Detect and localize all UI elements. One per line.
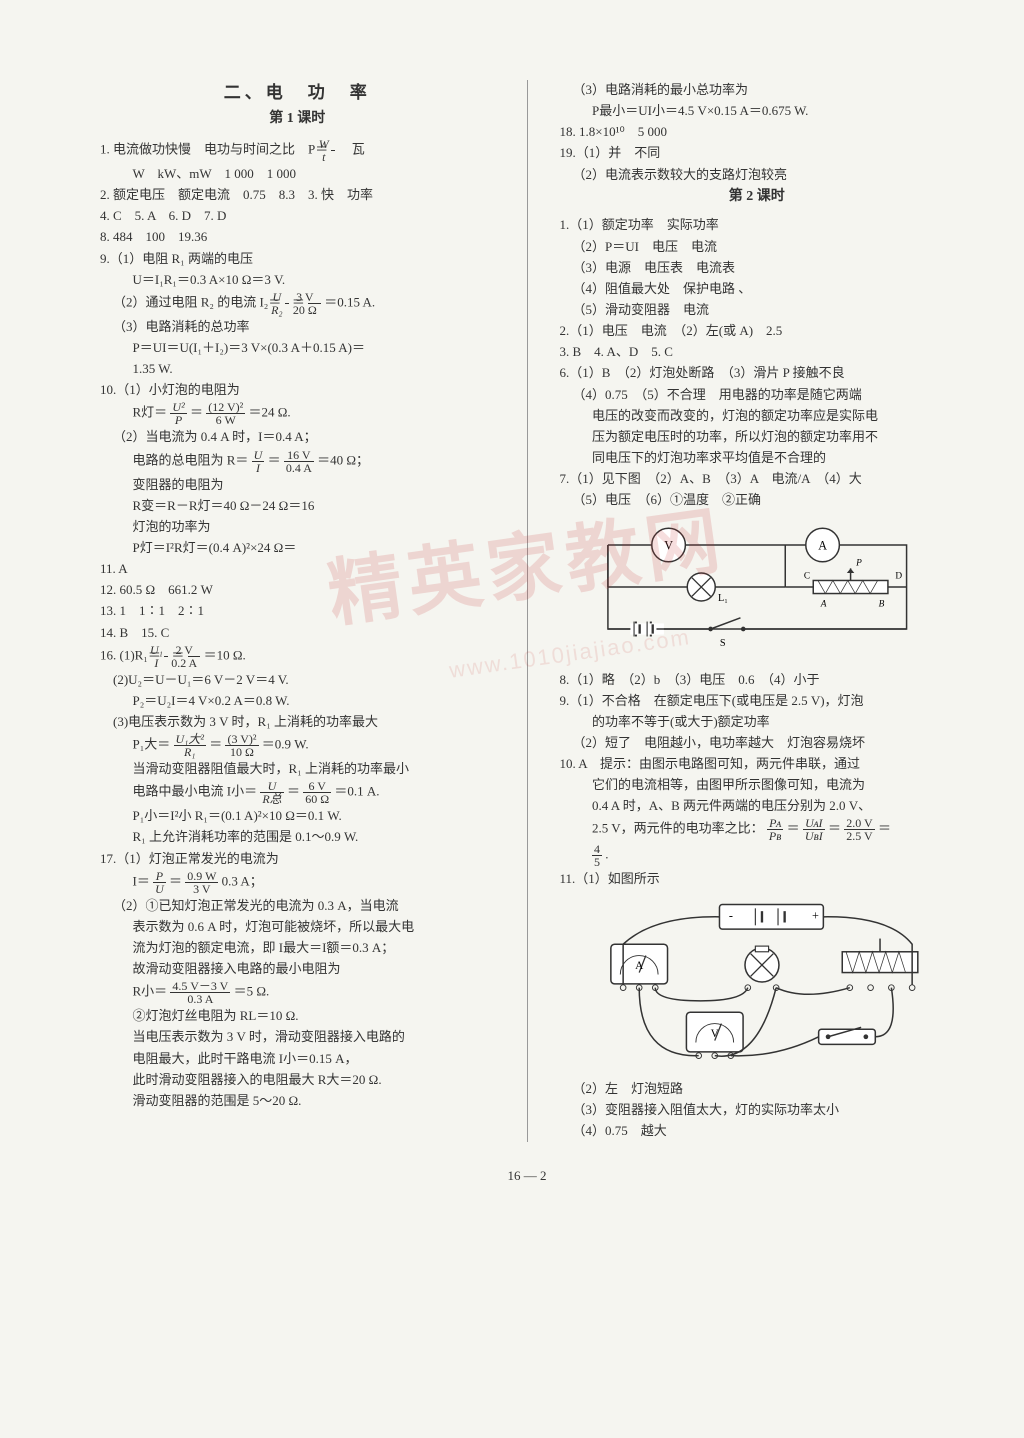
q10: 10.（1）小灯泡的电阻为 [100,380,495,400]
q13: 13. 1 1∶1 2∶1 [100,601,495,621]
r19: 19.（1）并 不同 [560,143,955,163]
q17g: R小＝ 4.5 V－3 V0.3 A ＝5 Ω. [100,980,495,1005]
svg-text:L₁: L₁ [718,593,728,604]
r11d: （4）0.75 越大 [560,1121,955,1141]
q16b: (2)U₂＝U－U₁＝6 V－2 V＝4 V. [100,670,495,690]
q10e: 变阻器的电阻为 [100,475,495,495]
r10c: 0.4 A 时，A、B 两元件两端的电压分别为 2.0 V、 [560,796,955,816]
q14-15: 14. B 15. C [100,623,495,643]
q9e: P＝UI＝U(I₁＋I₂)＝3 V×(0.3 A＋0.15 A)＝ [100,338,495,358]
q10d: 电路的总电阻为 R＝ UI ＝ 16 V0.4 A ＝40 Ω； [100,449,495,474]
q16g: 电路中最小电流 I小＝ UR总 ＝ 6 V60 Ω ＝0.1 A. [100,780,495,805]
q16f: 当滑动变阻器阻值最大时，R₁ 上消耗的功率最小 [100,759,495,779]
r6b: （4）0.75 （5）不合理 用电器的功率是随它两端 [560,385,955,405]
r8: 8.（1）略 （2）b （3）电压 0.6 （4）小于 [560,670,955,690]
q9d: （3）电路消耗的总功率 [100,317,495,337]
svg-text:A: A [635,959,644,971]
lesson-2-subtitle: 第 2 课时 [560,186,955,208]
q9: 9.（1）电阻 R₁ 两端的电压 [100,249,495,269]
r10: 10. A 提示：由图示电路图可知，两元件串联，通过 [560,754,955,774]
r7b: （5）电压 （6）①温度 ②正确 [560,490,955,510]
r1b: （2）P＝UI 电压 电流 [560,237,955,257]
r2: 2.（1）电压 电流 （2）左(或 A) 2.5 [560,321,955,341]
r1e: （5）滑动变阻器 电流 [560,300,955,320]
q16d: (3)电压表示数为 3 V 时，R₁ 上消耗的功率最大 [100,712,495,732]
svg-text:C: C [803,572,809,582]
q4-7: 4. C 5. A 6. D 7. D [100,206,495,226]
q17k: 此时滑动变阻器接入的电阻最大 R大＝20 Ω. [100,1070,495,1090]
left-column: 二、电 功 率 第 1 课时 1. 电流做功快慢 电功与时间之比 P＝ Wt 瓦… [100,80,495,1142]
q17h: ②灯泡灯丝电阻为 RL＝10 Ω. [100,1006,495,1026]
column-divider [527,80,528,1142]
q16i: R₁ 上允许消耗功率的范围是 0.1～0.9 W. [100,827,495,847]
page-number: 16 — 2 [100,1166,954,1186]
r19b: （2）电流表示数较大的支路灯泡较亮 [560,165,955,185]
svg-text:V: V [710,1027,719,1039]
q17: 17.（1）灯泡正常发光的电流为 [100,849,495,869]
q17i: 当电压表示数为 3 V 时，滑动变阻器接入电路的 [100,1027,495,1047]
section-title: 二、电 功 率 [100,80,495,106]
r7: 7.（1）见下图 （2）A、B （3）A 电流/A （4）大 [560,469,955,489]
svg-text:+: + [812,908,819,922]
circuit-diagram-1: V A L₁ C D P A B S [560,517,955,657]
r11b: （2）左 灯泡短路 [560,1079,955,1099]
r9b: 的功率不等于(或大于)额定功率 [560,712,955,732]
r1c: （3）电源 电压表 电流表 [560,258,955,278]
r10e: 45 . [560,843,955,868]
circuit-diagram-2: - + A V [560,897,955,1067]
q17d: 表示数为 0.6 A 时，灯泡可能被烧坏，所以最大电 [100,917,495,937]
q10g: 灯泡的功率为 [100,517,495,537]
r1: 1.（1）额定功率 实际功率 [560,215,955,235]
q1: 1. 电流做功快慢 电功与时间之比 P＝ Wt 瓦 [100,138,495,163]
r6d: 压为额定电压时的功率，所以灯泡的额定功率用不 [560,427,955,447]
q9b: U＝I₁R₁＝0.3 A×10 Ω＝3 V. [100,270,495,290]
svg-text:P: P [855,559,862,569]
r11c: （3）变阻器接入阻值太大，灯的实际功率太小 [560,1100,955,1120]
r6: 6.（1）B （2）灯泡处断路 （3）滑片 P 接触不良 [560,363,955,383]
q16c: P₂＝U₂I＝4 V×0.2 A＝0.8 W. [100,691,495,711]
r9a: 9.（1）不合格 在额定电压下(或电压是 2.5 V)，灯泡 [560,691,955,711]
q16: 16. (1)R₁＝ U₁I ＝ 2 V0.2 A ＝10 Ω. [100,644,495,669]
frac: Wt [331,138,335,163]
r9c: （2）短了 电阻越小，电功率越大 灯泡容易烧坏 [560,733,955,753]
svg-text:D: D [895,572,902,582]
r18: 18. 1.8×10¹⁰ 5 000 [560,122,955,142]
q2-3: 2. 额定电压 额定电流 0.75 8.3 3. 快 功率 [100,185,495,205]
r11: 11.（1）如图所示 [560,869,955,889]
r10b: 它们的电流相等，由图甲所示图像可知，电流为 [560,775,955,795]
r10d: 2.5 V，两元件的电功率之比： PᴀPʙ ＝ UᴀIUʙI ＝ 2.0 V2.… [560,817,955,842]
q17e: 流为灯泡的额定电流，即 I最大＝I额＝0.3 A； [100,938,495,958]
q9f: 1.35 W. [100,359,495,379]
q10c: （2）当电流为 0.4 A 时，I＝0.4 A； [100,427,495,447]
svg-text:B: B [878,600,884,610]
r3-5: 3. B 4. A、D 5. C [560,342,955,362]
r17d: P最小＝UI小＝4.5 V×0.15 A＝0.675 W. [560,101,955,121]
r17c: （3）电路消耗的最小总功率为 [560,80,955,100]
q17b: I＝ PU ＝ 0.9 W3 V 0.3 A； [100,870,495,895]
q1-cont: W kW、mW 1 000 1 000 [100,164,495,184]
q17f: 故滑动变阻器接入电路的最小电阻为 [100,959,495,979]
lesson-1-subtitle: 第 1 课时 [100,108,495,130]
right-column: （3）电路消耗的最小总功率为 P最小＝UI小＝4.5 V×0.15 A＝0.67… [560,80,955,1142]
q17l: 滑动变阻器的范围是 5～20 Ω. [100,1091,495,1111]
svg-text:A: A [819,600,826,610]
r6c: 电压的改变而改变的，灯泡的额定功率应是实际电 [560,406,955,426]
q16h: P₁小＝I²小 R₁＝(0.1 A)²×10 Ω＝0.1 W. [100,806,495,826]
svg-text:-: - [728,908,732,922]
svg-text:A: A [818,539,827,553]
q11: 11. A [100,559,495,579]
q9c: （2）通过电阻 R₂ 的电流 I₂＝ UR₂ ＝ 3 V20 Ω ＝0.15 A… [100,291,495,316]
r1d: （4）阻值最大处 保护电路 、 [560,279,955,299]
r6e: 同电压下的灯泡功率求平均值是不合理的 [560,448,955,468]
q10h: P灯＝I²R灯＝(0.4 A)²×24 Ω＝ [100,538,495,558]
q12: 12. 60.5 Ω 661.2 W [100,580,495,600]
q10b: R灯＝ U²P ＝ (12 V)²6 W ＝24 Ω. [100,401,495,426]
q8: 8. 484 100 19.36 [100,227,495,247]
q16e: P₁大＝ U₁大²R₁ ＝ (3 V)²10 Ω ＝0.9 W. [100,733,495,758]
q10f: R变＝R－R灯＝40 Ω－24 Ω＝16 [100,496,495,516]
svg-text:S: S [719,638,725,649]
svg-text:V: V [664,539,673,553]
q17c: （2）①已知灯泡正常发光的电流为 0.3 A，当电流 [100,896,495,916]
q17j: 电阻最大，此时干路电流 I小＝0.15 A， [100,1049,495,1069]
